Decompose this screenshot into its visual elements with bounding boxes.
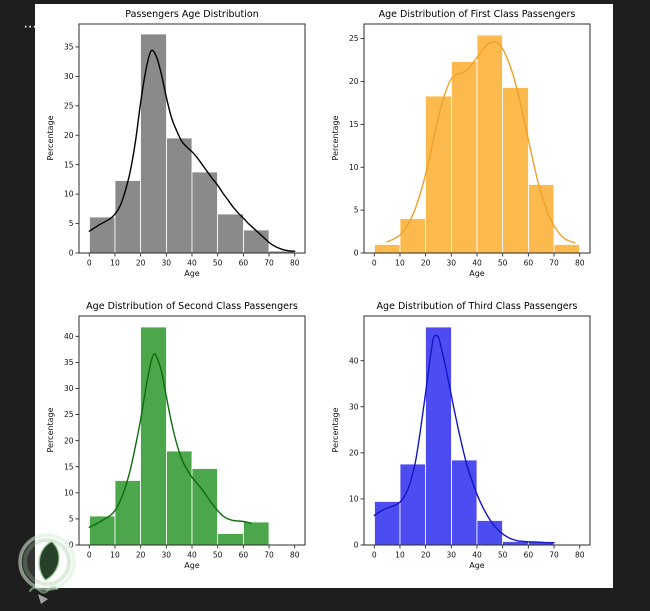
svg-text:0: 0 [354,249,359,258]
svg-text:30: 30 [162,551,172,560]
svg-text:35: 35 [64,358,74,367]
svg-text:30: 30 [349,402,359,411]
svg-text:15: 15 [64,160,74,169]
histogram-plot-third-class: 0 10 20 30 40 50 60 70 80 0 10 20 30 40 [349,315,591,560]
svg-text:30: 30 [64,384,74,393]
svg-text:20: 20 [136,259,146,268]
svg-text:0: 0 [87,259,92,268]
ellipsis-mark: ··· [24,23,38,33]
chart-title: Age Distribution of First Class Passenge… [378,9,576,20]
x-axis-label: Age [469,561,485,570]
svg-text:15: 15 [64,462,74,471]
subplot-first-class: Age Distribution of First Class Passenge… [326,8,598,292]
svg-text:40: 40 [64,332,74,341]
svg-text:25: 25 [64,101,74,110]
svg-text:60: 60 [524,551,534,560]
cursor-triangle-icon [38,594,48,604]
svg-text:20: 20 [349,77,359,86]
svg-text:40: 40 [472,551,482,560]
x-axis-label: Age [469,269,485,278]
svg-text:0: 0 [69,541,74,550]
svg-text:20: 20 [64,436,74,445]
histogram-plot-first-class: 0 10 20 30 40 50 60 70 80 0 5 10 15 20 25 [349,23,591,268]
svg-text:5: 5 [69,515,74,524]
svg-text:0: 0 [372,259,377,268]
svg-text:5: 5 [69,219,74,228]
svg-text:40: 40 [187,259,197,268]
svg-text:10: 10 [395,259,405,268]
svg-text:30: 30 [162,259,172,268]
svg-text:20: 20 [421,551,431,560]
svg-text:10: 10 [349,163,359,172]
watermark-script-mark [28,586,59,594]
svg-text:30: 30 [447,259,457,268]
svg-text:50: 50 [213,551,223,560]
svg-text:70: 70 [549,551,559,560]
histogram-plot-all: 0 10 20 30 40 50 60 70 80 0 5 10 15 20 25 30 35 [64,23,306,268]
svg-text:70: 70 [264,551,274,560]
svg-text:20: 20 [421,259,431,268]
svg-text:40: 40 [187,551,197,560]
subplot-second-class: Age Distribution of Second Class Passeng… [41,300,313,584]
svg-text:25: 25 [349,34,359,43]
svg-text:10: 10 [64,190,74,199]
svg-text:0: 0 [372,551,377,560]
chart-title: Passengers Age Distribution [125,9,259,20]
svg-text:10: 10 [110,551,120,560]
svg-text:40: 40 [472,259,482,268]
svg-text:50: 50 [213,259,223,268]
svg-text:40: 40 [349,356,359,365]
svg-text:60: 60 [524,259,534,268]
subplot-third-class: Age Distribution of Third Class Passenge… [326,300,598,584]
svg-text:70: 70 [549,259,559,268]
svg-text:20: 20 [64,131,74,140]
svg-text:80: 80 [575,551,585,560]
svg-text:60: 60 [239,259,249,268]
histogram-plot-second-class: 0 10 20 30 40 50 60 70 80 0 5 10 15 20 25 30 35 40 [64,315,306,560]
svg-text:20: 20 [349,448,359,457]
subplot-all-passengers: Passengers Age Distribution Percentage 0… [41,8,313,292]
svg-text:50: 50 [498,551,508,560]
svg-text:15: 15 [349,120,359,129]
svg-text:80: 80 [290,551,300,560]
svg-text:0: 0 [354,541,359,550]
svg-text:30: 30 [64,72,74,81]
svg-text:35: 35 [64,43,74,52]
x-axis-label: Age [184,269,200,278]
svg-text:10: 10 [395,551,405,560]
svg-text:0: 0 [87,551,92,560]
svg-text:70: 70 [264,259,274,268]
svg-text:10: 10 [110,259,120,268]
figure-canvas: Passengers Age Distribution Percentage 0… [35,4,613,588]
svg-text:25: 25 [64,410,74,419]
svg-text:80: 80 [290,259,300,268]
svg-text:20: 20 [136,551,146,560]
svg-text:30: 30 [447,551,457,560]
svg-text:10: 10 [349,495,359,504]
chart-title: Age Distribution of Third Class Passenge… [376,301,578,312]
x-axis-label: Age [184,561,200,570]
svg-text:80: 80 [575,259,585,268]
svg-text:60: 60 [239,551,249,560]
svg-text:0: 0 [69,249,74,258]
svg-text:5: 5 [354,206,359,215]
chart-title: Age Distribution of Second Class Passeng… [86,301,298,312]
svg-text:10: 10 [64,488,74,497]
svg-text:50: 50 [498,259,508,268]
